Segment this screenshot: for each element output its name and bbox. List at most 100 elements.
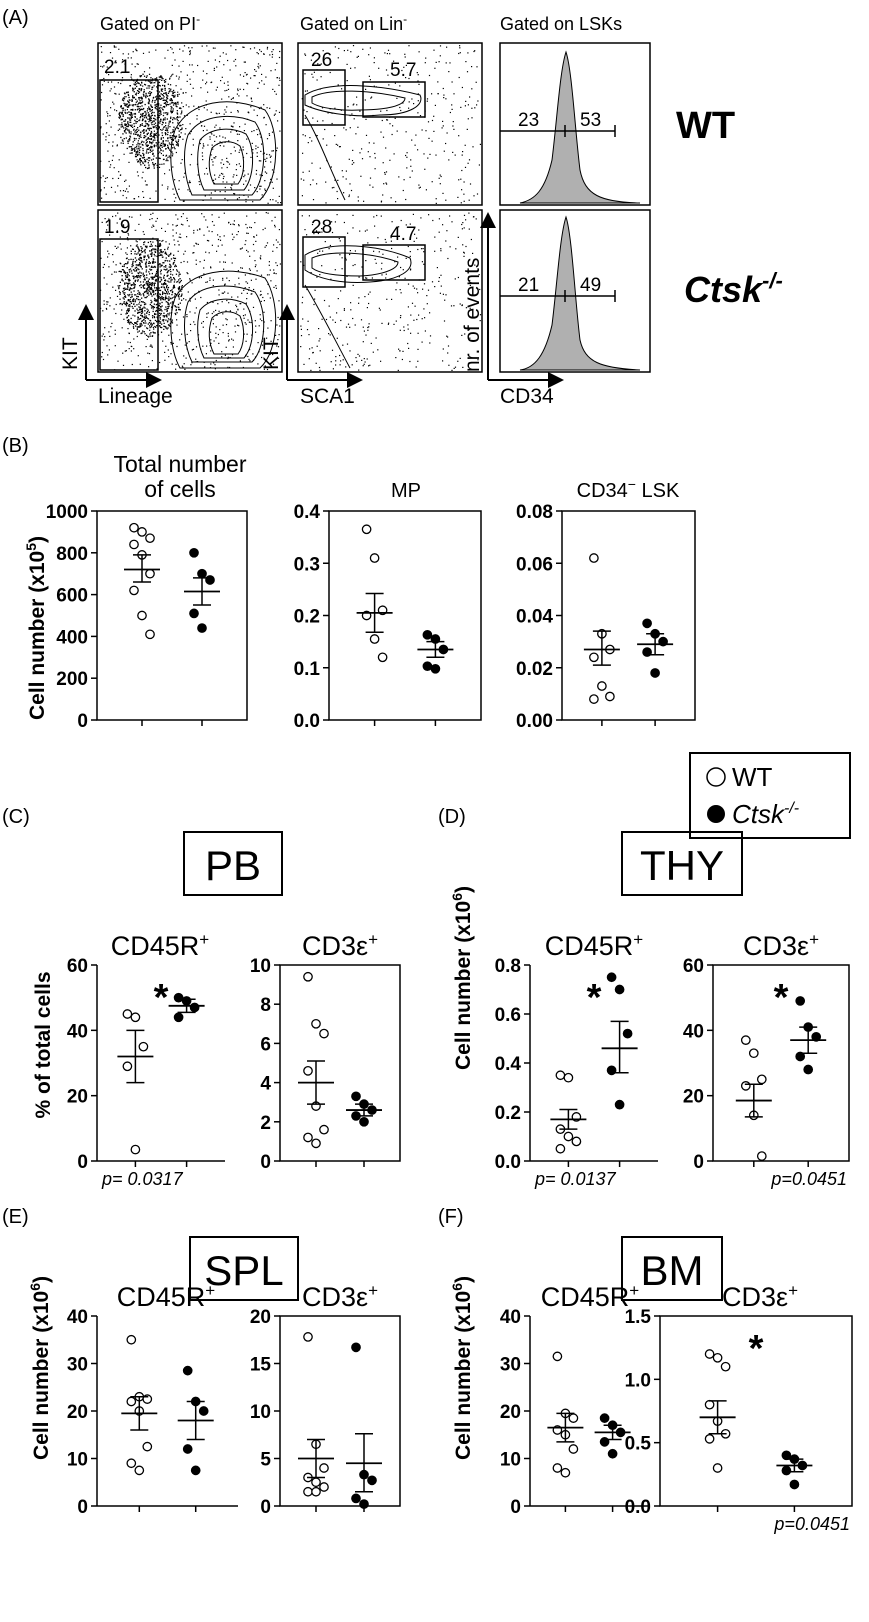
flow-event-dot (264, 166, 266, 168)
flow-event-dot (170, 117, 172, 120)
flow-event-dot (160, 104, 162, 106)
flow-event-dot (234, 150, 236, 152)
flow-event-dot (173, 200, 176, 202)
flow-event-dot (127, 299, 129, 301)
flow-event-dot (140, 164, 142, 166)
flow-event-dot (238, 277, 240, 279)
flow-event-dot (466, 128, 468, 130)
flow-event-dot (373, 216, 375, 218)
flow-event-dot (128, 289, 131, 291)
flow-event-dot (151, 295, 153, 297)
flow-event-dot (146, 133, 148, 135)
flow-event-dot (146, 95, 149, 97)
flow-event-dot (461, 334, 463, 336)
flow-event-dot (374, 152, 376, 155)
flow-event-dot (170, 116, 172, 118)
flow-event-dot (177, 127, 179, 130)
flow-event-dot (154, 255, 156, 257)
flow-event-dot (185, 104, 187, 106)
flow-event-dot (151, 101, 153, 103)
flow-event-dot (334, 135, 336, 137)
y-axis-kit-2: KIT (260, 337, 283, 370)
flow-event-dot (134, 112, 136, 115)
wt-point (568, 1444, 579, 1454)
flow-event-dot (394, 117, 396, 119)
flow-event-dot (152, 306, 154, 308)
flow-event-dot (141, 99, 143, 101)
flow-event-dot (450, 305, 453, 307)
flow-event-dot (140, 136, 142, 138)
flow-event-dot (431, 181, 433, 183)
flow-event-dot (190, 130, 192, 133)
flow-event-dot (139, 100, 141, 102)
flow-event-dot (147, 282, 149, 284)
flow-event-dot (140, 314, 142, 316)
flow-event-dot (172, 286, 175, 288)
flow-event-dot (128, 269, 130, 271)
flow-event-dot (276, 324, 278, 326)
flow-event-dot (131, 152, 133, 154)
flow-event-dot (112, 155, 114, 157)
flow-event-dot (139, 323, 141, 325)
flow-event-dot (159, 266, 161, 268)
flow-event-dot (180, 162, 182, 164)
flow-event-dot (457, 360, 459, 362)
flow-event-dot (216, 86, 218, 88)
flow-event-dot (376, 214, 378, 217)
flow-event-dot (127, 287, 129, 289)
flow-event-dot (127, 300, 129, 302)
flow-event-dot (172, 166, 174, 168)
flow-event-dot (338, 238, 340, 240)
flow-event-dot (212, 148, 214, 150)
flow-event-dot (159, 106, 161, 108)
flow-event-dot (477, 100, 479, 102)
flow-event-dot (227, 332, 229, 335)
flow-event-dot (263, 83, 265, 85)
flow-event-dot (442, 120, 444, 122)
flow-event-dot (140, 284, 142, 286)
flow-event-dot (159, 240, 161, 242)
flow-event-dot (231, 354, 234, 356)
flow-event-dot (172, 110, 174, 112)
flow-event-dot (263, 300, 265, 302)
flow-event-dot (141, 130, 144, 132)
flow-event-dot (147, 85, 149, 87)
flow-event-dot (278, 56, 281, 59)
flow-event-dot (224, 284, 226, 286)
flow-event-dot (474, 264, 476, 266)
flow-event-dot (252, 306, 255, 308)
flow-event-dot (133, 348, 135, 350)
flow-event-dot (129, 136, 132, 138)
flow-event-dot (150, 82, 152, 84)
flow-event-dot (165, 100, 168, 102)
flow-event-dot (132, 108, 134, 111)
flow-event-dot (113, 167, 115, 169)
y-tick-label: 20 (683, 1087, 704, 1108)
flow-event-dot (169, 325, 171, 328)
flow-event-dot (142, 93, 145, 95)
wt-point (563, 1131, 574, 1142)
flow-event-dot (467, 162, 469, 164)
flow-event-dot (137, 252, 139, 254)
flow-event-dot (175, 225, 177, 227)
flow-event-dot (308, 334, 310, 336)
flow-event-dot (400, 292, 402, 294)
flow-event-dot (148, 285, 150, 287)
flow-event-dot (151, 111, 153, 113)
flow-event-dot (158, 91, 161, 93)
flow-event-dot (234, 331, 237, 333)
flow-event-dot (134, 322, 136, 324)
flow-event-dot (372, 351, 374, 353)
flow-event-dot (120, 248, 122, 250)
flow-event-dot (247, 355, 249, 358)
flow-event-dot (185, 92, 187, 94)
flow-event-dot (167, 133, 169, 136)
flow-event-dot (242, 46, 244, 48)
wt-point (704, 1399, 715, 1410)
flow-event-dot (143, 130, 145, 132)
flow-event-dot (316, 135, 318, 137)
flow-event-dot (246, 249, 248, 251)
flow-event-dot (146, 284, 149, 286)
flow-event-dot (149, 197, 151, 199)
flow-event-dot (145, 116, 147, 118)
